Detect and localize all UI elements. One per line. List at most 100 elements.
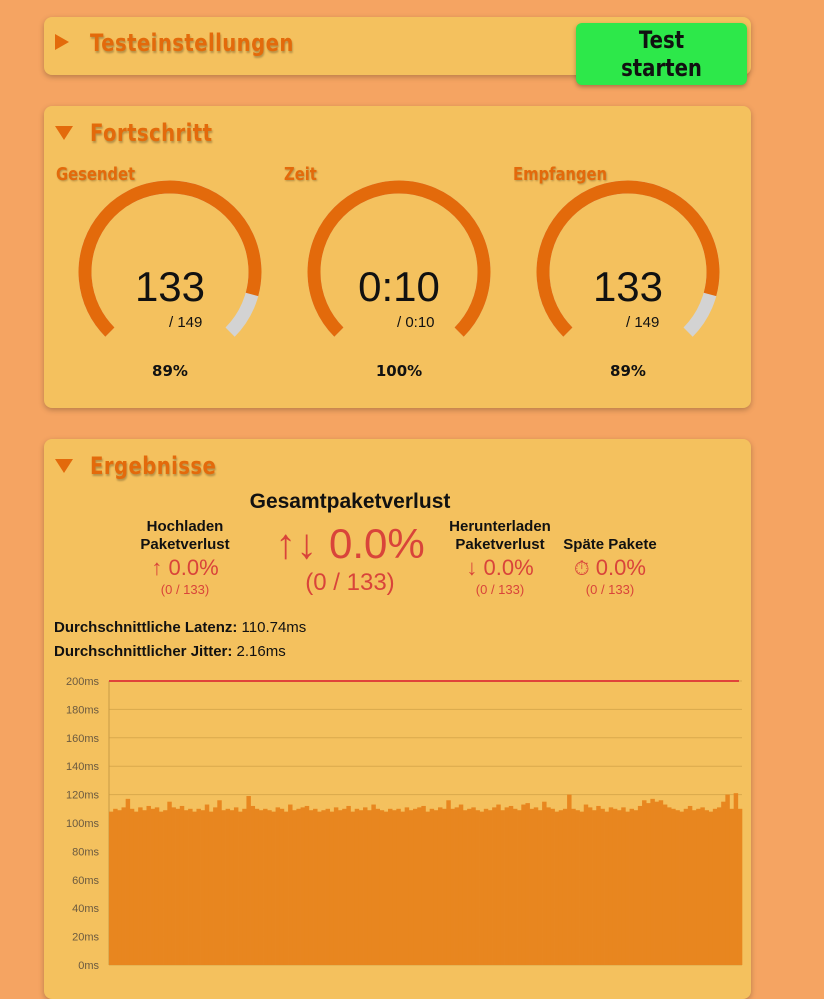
latency-bar — [587, 807, 593, 965]
y-tick-label: 0ms — [78, 960, 99, 972]
latency-bar — [567, 794, 572, 965]
latency-bar — [646, 803, 651, 965]
gauge-percent-time: 100% — [375, 362, 423, 380]
latency-bar — [163, 810, 168, 965]
latency-bar — [429, 808, 435, 965]
y-tick-label: 180ms — [66, 704, 100, 716]
latency-bar — [717, 807, 722, 965]
gauge-fill — [78, 180, 262, 337]
latency-bar — [325, 808, 331, 965]
expand-toggle-icon[interactable] — [55, 459, 73, 473]
avg-latency: Durchschnittliche Latenz: 110.74ms — [54, 619, 306, 636]
latency-bar — [279, 808, 285, 965]
latency-bar — [250, 805, 256, 965]
latency-bar — [188, 808, 193, 965]
latency-bar — [683, 808, 689, 965]
latency-bar — [633, 810, 639, 965]
latency-bar — [433, 810, 439, 965]
latency-bar — [671, 808, 676, 965]
latency-bar — [113, 808, 118, 965]
latency-bar — [483, 808, 489, 965]
latency-bar — [125, 798, 131, 965]
latency-bar — [725, 794, 730, 965]
upload-loss-value: 0.0% — [168, 555, 219, 580]
latency-bar — [712, 808, 718, 965]
y-tick-label: 20ms — [72, 932, 99, 944]
latency-bar — [371, 804, 376, 965]
latency-bar — [700, 807, 705, 965]
latency-bar — [292, 810, 297, 965]
gauge-total-received: / 149 — [626, 314, 660, 331]
latency-bar — [333, 807, 339, 965]
latency-bar — [617, 810, 622, 965]
latency-bar — [400, 811, 405, 965]
latency-bar — [379, 810, 385, 965]
latency-bar — [342, 808, 347, 965]
gauge-percent-received: 89% — [610, 362, 646, 380]
latency-bar — [213, 807, 218, 965]
latency-chart: 0ms 20ms 40ms 60ms 80ms 100ms 120ms 140ms 160ms 1… — [66, 676, 743, 972]
results-title[interactable]: Ergebnisse — [90, 452, 217, 480]
stopwatch-icon: ⏱ — [574, 556, 590, 580]
latency-bar — [629, 808, 635, 965]
gauge-value-received: 133 — [592, 263, 664, 310]
latency-bar — [687, 805, 693, 965]
latency-bar — [662, 804, 668, 965]
latency-bar — [233, 807, 239, 965]
start-test-button[interactable]: Test starten — [576, 23, 747, 85]
collapse-toggle-icon[interactable] — [55, 34, 69, 50]
expand-toggle-icon[interactable] — [55, 126, 73, 140]
latency-bar — [437, 807, 443, 965]
progress-title[interactable]: Fortschritt — [90, 119, 213, 147]
avg-jitter: Durchschnittlicher Jitter: 2.16ms — [54, 643, 286, 660]
latency-bar — [600, 808, 605, 965]
latency-bar — [204, 804, 210, 965]
latency-bar — [109, 811, 114, 965]
latency-bar — [487, 810, 493, 965]
latency-bar — [417, 807, 422, 965]
latency-bar — [150, 808, 156, 965]
latency-bar — [154, 807, 160, 965]
latency-bar — [642, 800, 647, 965]
download-loss-value: 0.0% — [483, 555, 534, 580]
download-loss-count: (0 / 133) — [475, 582, 525, 597]
download-loss-subtitle: Paketverlust — [455, 536, 545, 553]
download-loss-stat: Herunterladen Paketverlust ↓ 0.0% (0 / 1… — [435, 518, 565, 597]
latency-bar — [512, 808, 518, 965]
latency-bar — [142, 810, 147, 965]
late-packets-count: (0 / 133) — [585, 582, 635, 597]
gauge-label-received: Empfangen — [513, 164, 608, 185]
latency-bar — [729, 808, 734, 965]
latency-bar — [146, 805, 151, 965]
latency-bar — [296, 808, 301, 965]
latency-bar — [562, 808, 568, 965]
latency-bar — [521, 804, 526, 965]
gauge-label-sent: Gesendet — [56, 164, 136, 185]
gauge-fill — [536, 180, 720, 337]
y-tick-label: 100ms — [66, 818, 100, 830]
latency-bar — [283, 811, 289, 965]
latency-bar — [479, 811, 485, 965]
latency-bar — [667, 807, 672, 965]
latency-bar — [508, 805, 514, 965]
gauge-sent — [78, 180, 262, 337]
latency-bar — [675, 810, 680, 965]
latency-bar — [225, 808, 231, 965]
latency-bar — [604, 811, 610, 965]
latency-bar — [517, 810, 522, 965]
latency-bar — [658, 800, 664, 965]
latency-bar — [550, 808, 555, 965]
latency-bar — [138, 807, 143, 965]
latency-bar — [413, 808, 418, 965]
up-arrow-icon: ↑ — [151, 555, 163, 580]
settings-title[interactable]: Testeinstellungen — [90, 29, 294, 57]
latency-bar — [554, 811, 560, 965]
latency-bar — [183, 810, 189, 965]
latency-bar — [425, 811, 430, 965]
latency-bar — [383, 811, 389, 965]
y-tick-label: 60ms — [72, 875, 99, 887]
latency-bar — [363, 807, 368, 965]
latency-bar — [208, 811, 214, 965]
latency-bar — [271, 811, 276, 965]
progress-panel: Fortschritt Gesendet 133 / 149 89% Zeit … — [44, 106, 751, 408]
